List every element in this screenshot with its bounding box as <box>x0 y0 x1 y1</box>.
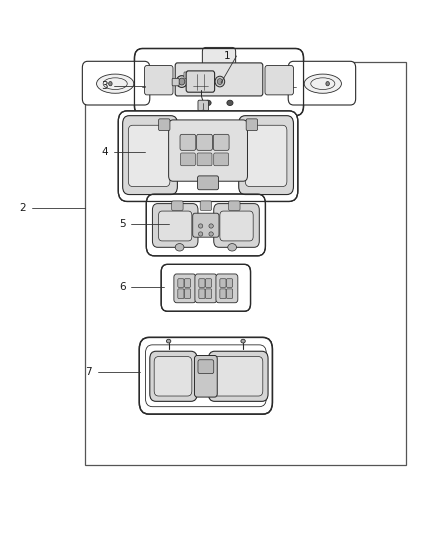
Ellipse shape <box>304 74 342 93</box>
Ellipse shape <box>198 232 203 236</box>
FancyBboxPatch shape <box>197 134 212 150</box>
FancyBboxPatch shape <box>214 204 259 247</box>
FancyBboxPatch shape <box>150 351 197 401</box>
FancyBboxPatch shape <box>193 112 223 129</box>
FancyBboxPatch shape <box>216 274 238 303</box>
FancyBboxPatch shape <box>205 289 212 298</box>
FancyBboxPatch shape <box>180 153 195 166</box>
FancyBboxPatch shape <box>220 289 226 298</box>
FancyBboxPatch shape <box>198 360 214 374</box>
Ellipse shape <box>175 244 184 251</box>
FancyBboxPatch shape <box>184 72 190 78</box>
Text: 1: 1 <box>224 51 231 61</box>
Ellipse shape <box>201 110 205 115</box>
FancyBboxPatch shape <box>178 289 184 298</box>
FancyBboxPatch shape <box>152 204 198 247</box>
FancyBboxPatch shape <box>169 120 247 181</box>
FancyBboxPatch shape <box>172 78 179 86</box>
Ellipse shape <box>116 115 300 195</box>
Ellipse shape <box>109 82 112 86</box>
FancyBboxPatch shape <box>239 116 293 195</box>
FancyBboxPatch shape <box>134 328 278 424</box>
FancyBboxPatch shape <box>202 47 236 69</box>
FancyBboxPatch shape <box>82 61 150 105</box>
Text: 5: 5 <box>119 219 126 229</box>
FancyBboxPatch shape <box>184 279 191 287</box>
Ellipse shape <box>326 82 329 86</box>
Bar <box>85 62 406 465</box>
FancyBboxPatch shape <box>265 66 293 95</box>
Ellipse shape <box>228 244 237 251</box>
Ellipse shape <box>241 340 245 343</box>
FancyBboxPatch shape <box>199 289 205 298</box>
FancyBboxPatch shape <box>199 279 205 287</box>
FancyBboxPatch shape <box>128 125 170 187</box>
Ellipse shape <box>209 232 213 236</box>
Ellipse shape <box>209 224 213 228</box>
FancyBboxPatch shape <box>145 66 173 95</box>
Ellipse shape <box>176 76 187 87</box>
FancyBboxPatch shape <box>174 274 196 303</box>
FancyBboxPatch shape <box>246 119 258 131</box>
FancyBboxPatch shape <box>229 201 240 211</box>
Ellipse shape <box>217 79 223 85</box>
FancyBboxPatch shape <box>154 357 192 396</box>
Ellipse shape <box>96 74 134 93</box>
FancyBboxPatch shape <box>194 356 217 397</box>
FancyBboxPatch shape <box>198 176 219 190</box>
FancyBboxPatch shape <box>226 289 233 298</box>
FancyBboxPatch shape <box>139 337 272 414</box>
FancyBboxPatch shape <box>145 345 266 407</box>
FancyBboxPatch shape <box>159 119 170 131</box>
FancyBboxPatch shape <box>288 61 356 105</box>
FancyBboxPatch shape <box>205 279 212 287</box>
FancyBboxPatch shape <box>214 153 229 166</box>
FancyBboxPatch shape <box>118 111 298 201</box>
FancyBboxPatch shape <box>198 100 208 111</box>
FancyBboxPatch shape <box>175 63 263 96</box>
FancyBboxPatch shape <box>220 279 226 287</box>
FancyBboxPatch shape <box>193 213 219 237</box>
Text: 7: 7 <box>85 367 92 377</box>
FancyBboxPatch shape <box>184 289 191 298</box>
FancyBboxPatch shape <box>186 71 215 92</box>
FancyBboxPatch shape <box>145 191 267 258</box>
Ellipse shape <box>227 100 233 106</box>
FancyBboxPatch shape <box>136 51 302 114</box>
FancyBboxPatch shape <box>195 274 217 303</box>
Text: 4: 4 <box>102 148 108 157</box>
FancyBboxPatch shape <box>159 211 192 241</box>
FancyBboxPatch shape <box>220 211 253 241</box>
Ellipse shape <box>198 224 203 228</box>
Text: 3: 3 <box>102 82 108 91</box>
FancyBboxPatch shape <box>161 264 251 311</box>
FancyBboxPatch shape <box>200 201 212 211</box>
FancyBboxPatch shape <box>180 134 196 150</box>
Ellipse shape <box>166 340 171 343</box>
Text: 2: 2 <box>20 203 26 213</box>
FancyBboxPatch shape <box>197 153 212 166</box>
Ellipse shape <box>205 100 211 106</box>
FancyBboxPatch shape <box>226 279 233 287</box>
FancyBboxPatch shape <box>178 279 184 287</box>
Ellipse shape <box>215 76 225 87</box>
FancyBboxPatch shape <box>146 194 265 256</box>
FancyBboxPatch shape <box>160 263 252 313</box>
FancyBboxPatch shape <box>213 134 229 150</box>
FancyBboxPatch shape <box>123 116 177 195</box>
FancyBboxPatch shape <box>208 351 268 401</box>
FancyBboxPatch shape <box>245 125 287 187</box>
FancyBboxPatch shape <box>172 201 183 211</box>
FancyBboxPatch shape <box>213 357 263 396</box>
Ellipse shape <box>179 78 185 85</box>
Text: 6: 6 <box>119 282 126 292</box>
Ellipse shape <box>83 54 355 110</box>
